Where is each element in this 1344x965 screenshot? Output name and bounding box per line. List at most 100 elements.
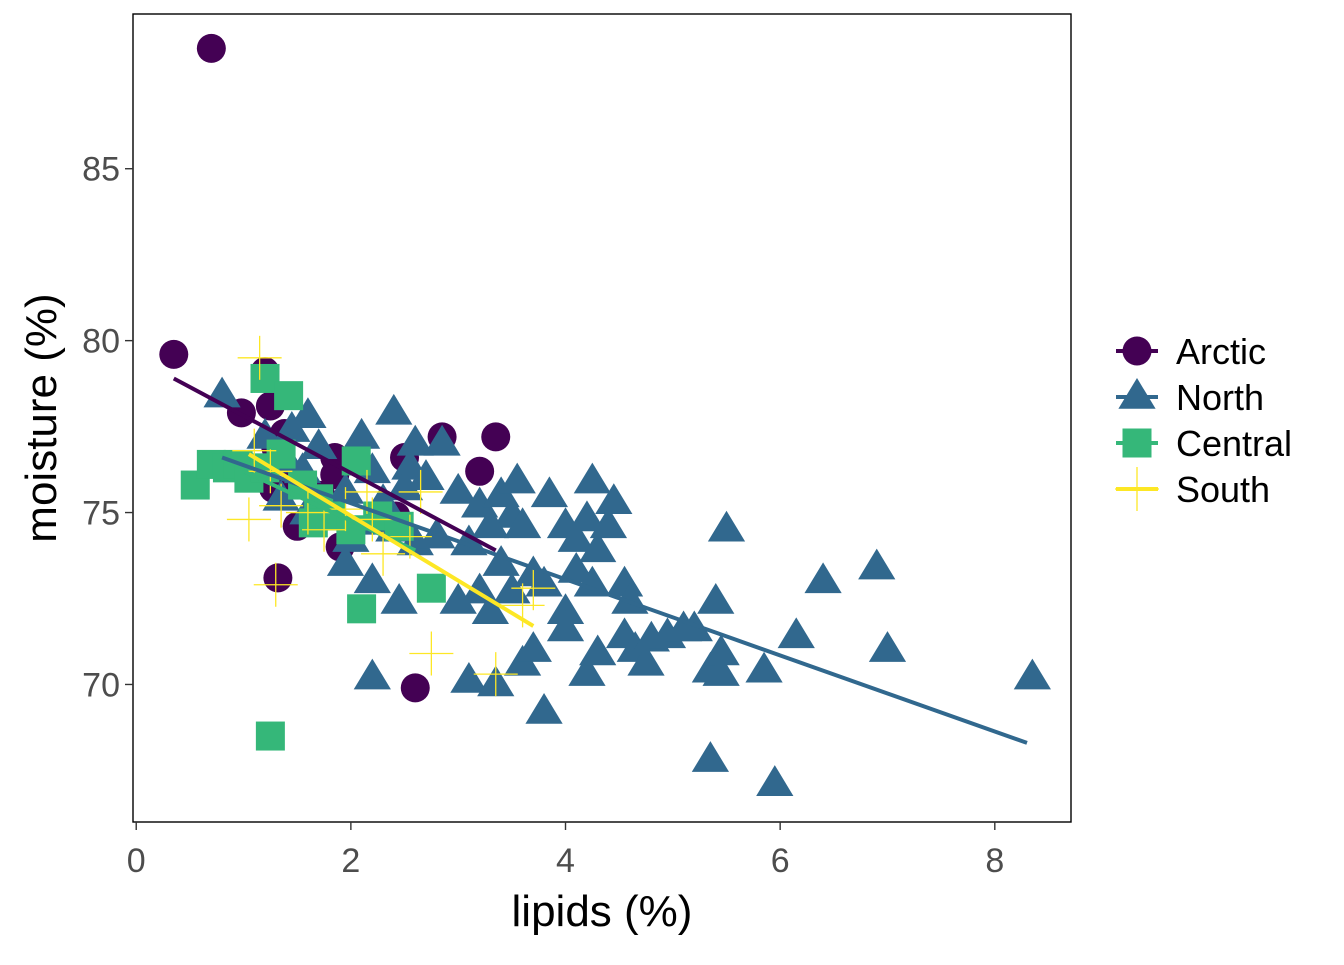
y-tick-label: 80 [82,323,120,361]
north-point [396,424,434,456]
north-point [546,610,585,642]
legend-item-north: North [1116,377,1264,418]
south-point [232,428,277,473]
y-tick-label: 85 [82,151,120,189]
north-point [439,472,477,504]
north-point [1013,658,1051,690]
north-point [595,483,633,515]
central-point [347,594,377,624]
south-point [344,469,389,514]
y-tick-label: 75 [82,495,120,533]
south-point [409,631,454,676]
north-point [804,562,842,594]
north-point [691,741,730,772]
arctic-point [481,422,511,452]
north-point [589,507,628,539]
north-point [273,411,311,442]
north-point [482,545,520,576]
y-tick-label: 70 [82,666,120,704]
north-trend-line [221,455,1028,745]
south-point [237,335,282,380]
legend-item-south: South [1115,467,1270,511]
north-point [450,662,488,693]
north-point [697,582,735,614]
legend-key-triangle [1118,378,1156,409]
north-point [380,582,418,614]
north-point [573,565,611,597]
legend-label: North [1176,377,1264,418]
legend-item-arctic: Arctic [1116,331,1266,372]
arctic-point [196,33,226,63]
trend-layer [172,376,1028,745]
south-point [259,483,304,528]
central-point [416,573,446,603]
central-point [255,721,285,751]
legend-key-square [1122,428,1152,458]
panel-border [132,13,1072,823]
arctic-point [465,456,495,486]
north-point [407,459,445,490]
legend-item-central: Central [1116,423,1292,464]
north-point [605,565,644,597]
x-tick-label: 6 [771,842,790,880]
north-point [375,393,413,425]
south-point [473,652,518,697]
series-north [203,376,1051,796]
north-point [498,462,536,494]
north-point [756,765,794,796]
y-axis-title: moisture (%) [17,293,66,542]
south-point [361,531,406,576]
south-point [323,487,368,532]
north-point [579,531,617,563]
north-point [702,634,740,666]
legend-key-cross [1115,467,1159,511]
arctic-trend-line [172,376,497,553]
x-tick-label: 8 [985,842,1004,880]
north-point [627,644,665,676]
north-point [289,397,327,429]
south-point [302,507,347,552]
marks-layer [159,33,1051,796]
north-point [557,521,595,552]
legend-key-circle [1122,336,1152,366]
y-axis: 70 75 80 85 [82,151,133,704]
north-point [471,593,510,625]
south-point [511,566,556,611]
x-tick-label: 4 [556,842,575,880]
legend: Arctic North Central South [1115,331,1292,511]
north-point [503,507,542,539]
legend-label: Central [1176,423,1292,464]
central-point [266,439,296,469]
south-point [285,490,330,535]
south-point [253,562,298,607]
north-point [326,545,365,576]
north-point [530,476,569,508]
arctic-point [159,339,189,369]
north-point [471,507,510,539]
south-trend-line [247,452,535,628]
north-point [707,510,746,542]
north-point [777,617,815,649]
north-point [579,634,617,666]
legend-label: Arctic [1176,331,1266,372]
north-point [573,462,611,494]
north-point [568,655,606,686]
x-axis-title: lipids (%) [512,887,693,936]
north-point [514,631,552,662]
south-point [398,469,443,514]
north-point [439,582,477,614]
north-point [342,417,381,449]
arctic-point [263,563,293,593]
north-point [353,562,391,594]
x-tick-label: 2 [341,842,360,880]
legend-label: South [1176,469,1270,510]
north-point [546,593,585,625]
x-axis: 0 2 4 6 8 [127,822,1004,880]
north-point [858,548,896,580]
north-point [557,552,595,583]
arctic-point [400,673,430,703]
x-tick-label: 0 [127,842,146,880]
north-point [353,658,391,690]
north-point [702,655,740,686]
